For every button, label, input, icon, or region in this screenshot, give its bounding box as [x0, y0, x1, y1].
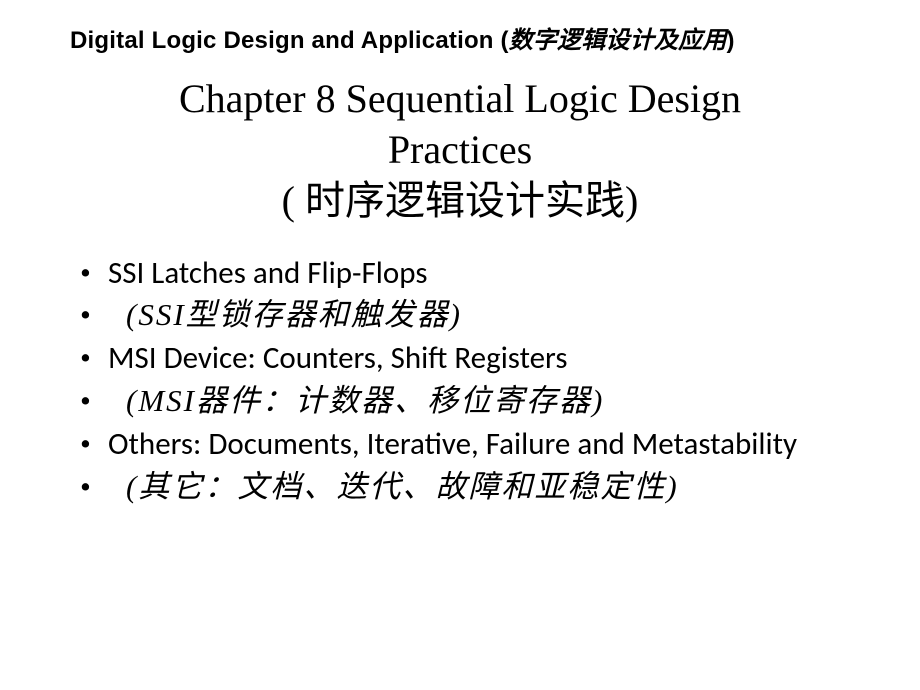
item-text: (MSI器件：计数器、移位寄存器)	[108, 381, 604, 422]
item-text: SSI Latches and Flip-Flops	[108, 254, 428, 292]
list-item: (SSI型锁存器和触发器)	[74, 295, 850, 336]
list-item: SSI Latches and Flip-Flops	[74, 253, 850, 294]
item-text: Others: Documents, Iterative, Failure an…	[108, 425, 797, 463]
header-en: Digital Logic Design and Application (	[70, 27, 509, 54]
list-item: Others: Documents, Iterative, Failure an…	[74, 424, 850, 465]
header-zh: 数字逻辑设计及应用	[509, 28, 727, 54]
title-line-2: Practices	[70, 124, 850, 175]
topic-list: SSI Latches and Flip-Flops (SSI型锁存器和触发器)…	[74, 253, 850, 508]
item-text: (其它：文档、迭代、故障和亚稳定性)	[108, 467, 679, 508]
course-header: Digital Logic Design and Application (数字…	[70, 20, 850, 55]
list-item: (MSI器件：计数器、移位寄存器)	[74, 381, 850, 422]
title-line-3: ( 时序逻辑设计实践)	[70, 175, 850, 226]
list-item: MSI Device: Counters, Shift Registers	[74, 338, 850, 379]
chapter-title: Chapter 8 Sequential Logic Design Practi…	[70, 73, 850, 227]
item-text: (SSI型锁存器和触发器)	[108, 295, 462, 336]
list-item: (其它：文档、迭代、故障和亚稳定性)	[74, 467, 850, 508]
header-close: )	[727, 27, 735, 54]
title-line-1: Chapter 8 Sequential Logic Design	[70, 73, 850, 124]
slide: Digital Logic Design and Application (数字…	[0, 0, 920, 690]
item-text: MSI Device: Counters, Shift Registers	[108, 339, 567, 377]
